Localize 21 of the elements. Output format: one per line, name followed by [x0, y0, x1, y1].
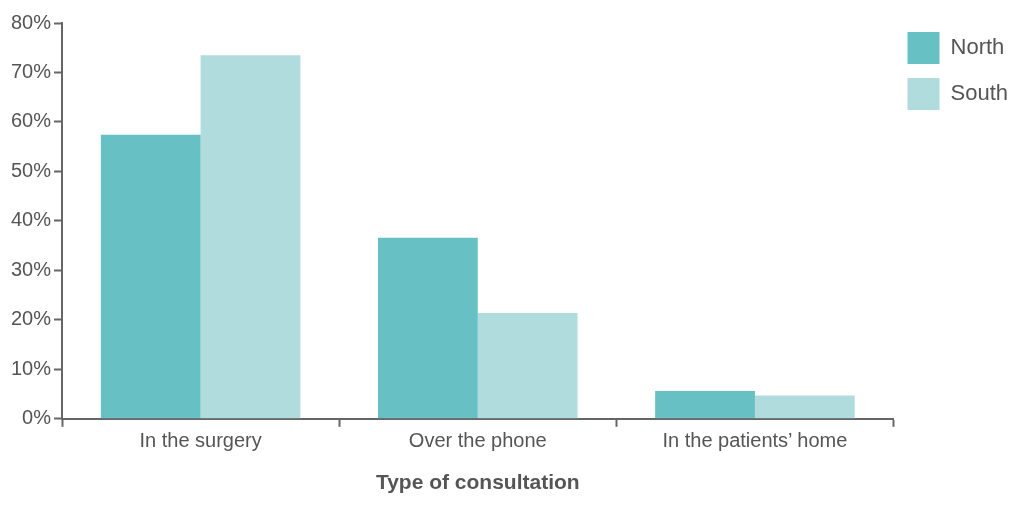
x-axis-title: Type of consultation [375, 470, 580, 494]
x-tick-label: In the surgery [139, 429, 262, 452]
y-tick-label: 10% [11, 356, 52, 379]
legend-label: South [950, 80, 1009, 106]
x-tick-label: In the patients’ home [662, 429, 848, 452]
bar [377, 237, 478, 419]
bar [754, 395, 855, 419]
y-tick-label: 0% [22, 406, 52, 429]
bar [477, 312, 578, 419]
y-tick-label: 50% [11, 158, 52, 181]
bar [200, 55, 301, 419]
bar [100, 134, 201, 419]
y-tick-label: 20% [11, 307, 52, 330]
bar [655, 391, 755, 419]
y-tick-label: 30% [11, 257, 52, 280]
y-tick-label: 60% [11, 109, 52, 132]
y-tick-label: 70% [11, 59, 52, 82]
y-tick-label: 80% [11, 10, 52, 33]
y-tick-label: 40% [11, 208, 52, 231]
x-tick-label: Over the phone [408, 429, 547, 452]
legend-label: North [950, 34, 1005, 60]
